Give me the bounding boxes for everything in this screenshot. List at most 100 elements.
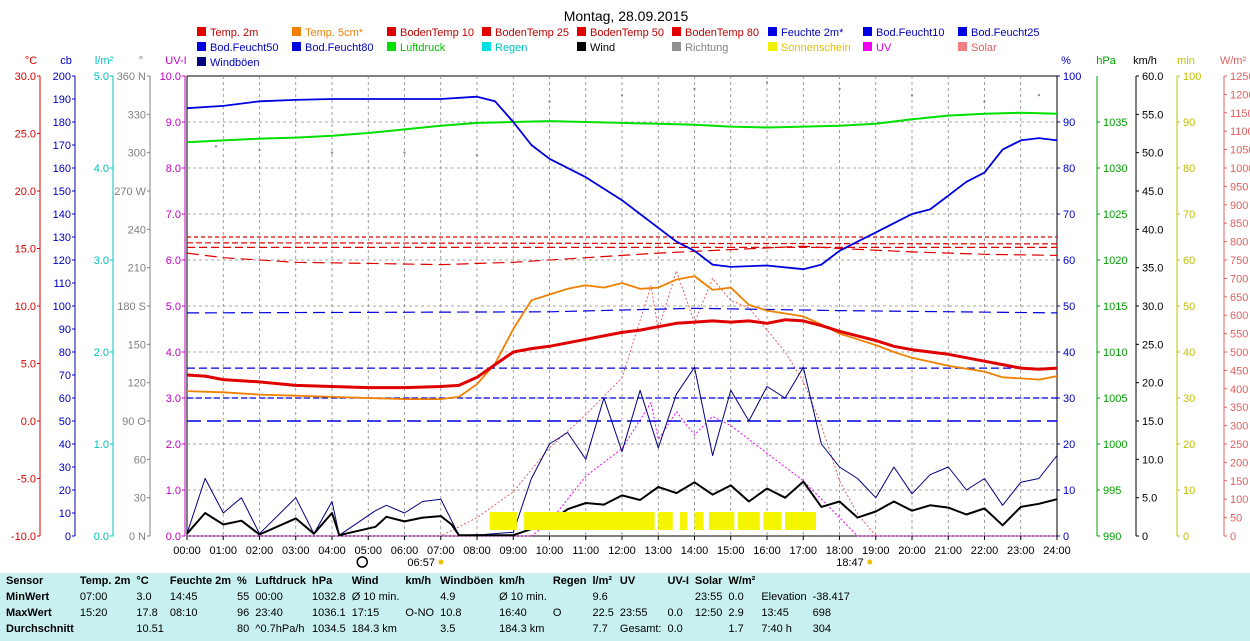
legend-item: Bod.Feucht80 <box>292 42 374 54</box>
stats-header-cell: UV-I <box>667 575 689 587</box>
axis-tick-label: 360 N <box>117 71 146 83</box>
stats-cell: 0.0 <box>667 623 683 635</box>
axis-tick-label: 1030 <box>1103 163 1127 175</box>
axis-tick-label: 30.0 <box>1142 301 1163 313</box>
sunshine-bar <box>680 512 688 530</box>
stats-header-cell: Sensor <box>6 575 44 587</box>
stats-cell: 7:40 h <box>761 623 792 635</box>
axis-tick-label: 1010 <box>1103 347 1127 359</box>
stats-header-cell: Temp. 2m <box>79 575 131 587</box>
x-tick-label: 11:00 <box>572 545 599 557</box>
stats-cell: -38.417 <box>812 591 850 603</box>
legend-label: Bod.Feucht10 <box>876 27 945 39</box>
axis-tick-label: 0 <box>1183 531 1189 543</box>
sunshine-bar <box>524 512 655 530</box>
axis-tick-label: 80 <box>1183 163 1195 175</box>
axis-tick-label: 20.0 <box>15 186 36 198</box>
x-tick-label: 21:00 <box>934 545 962 557</box>
axis-tick-label: 10.0 <box>1142 454 1163 466</box>
sunshine-bar <box>489 512 517 530</box>
axis-tick-label: 80 <box>1063 163 1075 175</box>
legend-item: Temp. 2m <box>197 27 258 39</box>
stats-cell: 15:20 <box>79 607 108 619</box>
legend-label: Regen <box>495 42 527 54</box>
axis-tick-label: 3.0 <box>94 255 109 267</box>
stats-row-label: MinWert <box>6 591 50 603</box>
axis-tick-label: 30.0 <box>15 71 36 83</box>
chart-title: Montag, 28.09.2015 <box>564 8 689 24</box>
axis-tick-label: 60.0 <box>1142 71 1163 83</box>
x-tick-label: 23:00 <box>1007 545 1035 557</box>
stats-cell <box>74 621 131 637</box>
stats-cell: 4.9 <box>440 591 456 603</box>
legend-swatch <box>577 42 586 51</box>
axis-tick-label: 35.0 <box>1142 263 1163 275</box>
x-tick-label: 04:00 <box>318 545 346 557</box>
axis-unit: min <box>1177 55 1195 67</box>
data-point <box>403 151 406 154</box>
stats-row-label: MaxWert <box>6 607 52 619</box>
legend-swatch <box>577 27 586 36</box>
axis-6: hPa 1035 1030 1025 1020 1015 1010 1005 1000 995 99… <box>1096 55 1127 543</box>
axis-tick-label: 55.0 <box>1142 109 1163 121</box>
axis-tick-label: 10.0 <box>15 301 36 313</box>
x-tick-label: 10:00 <box>536 545 564 557</box>
axis-tick-label: 140 <box>53 209 71 221</box>
axis-tick-label: 120 <box>53 255 71 267</box>
legend-label: Bod.Feucht50 <box>210 42 279 54</box>
axis-tick-label: 25.0 <box>15 129 36 141</box>
stats-header-cell: °C <box>136 575 149 587</box>
legend-label: Temp. 2m <box>210 27 258 39</box>
axis-tick-label: 200 <box>1230 457 1248 469</box>
x-tick-label: 02:00 <box>246 545 274 557</box>
legend-label: Sonnenschein <box>781 42 851 54</box>
stats-header-cell: Windböen <box>440 575 494 587</box>
axis-tick-label: 10 <box>1063 485 1075 497</box>
axis-tick-label: 150 <box>128 339 146 351</box>
axis-tick-label: 1100 <box>1230 126 1250 138</box>
legend-item: BodenTemp 25 <box>482 27 569 39</box>
stats-cell: 07:00 <box>79 591 108 603</box>
axis-tick-label: 20.0 <box>1142 378 1163 390</box>
legend-item: BodenTemp 80 <box>672 27 759 39</box>
x-tick-label: 22:00 <box>971 545 999 557</box>
axis-unit: hPa <box>1096 55 1116 67</box>
axis-tick-label: 200 <box>53 71 71 83</box>
axis-tick-label: 10 <box>1183 485 1195 497</box>
axis-tick-label: 90 <box>1183 117 1195 129</box>
sunshine-bar <box>738 512 760 530</box>
series-line-bodentemp-10 <box>186 245 1058 266</box>
axis-0: °C 30.0 25.0 20.0 15.0 10.0 5.0 0.0 -5.0 -10.0 <box>11 55 41 543</box>
stats-cell: 698 <box>812 607 831 619</box>
stats-cell: 14:45 <box>169 591 198 603</box>
axis-4: UV-I 10.0 9.0 8.0 7.0 6.0 5.0 4.0 3.0 2.0 1.0 0.0 <box>160 55 187 543</box>
stats-cell: 10.51 <box>136 623 164 635</box>
axis-tick-label: 40 <box>59 439 71 451</box>
axis-tick-label: 4.0 <box>94 163 109 175</box>
stats-cell: 00:00 <box>255 591 283 603</box>
x-tick-label: 17:00 <box>789 545 817 557</box>
legend-item: Bod.Feucht10 <box>863 27 945 39</box>
x-tick-label: 24:00 <box>1043 545 1071 557</box>
stats-cell: 304 <box>812 623 831 635</box>
stats-cell <box>399 621 434 637</box>
stats-cell: Gesamt: <box>619 623 662 635</box>
stats-cell: 16:40 <box>499 607 527 619</box>
stats-cell: 23:55 <box>619 607 648 619</box>
axis-tick-label: 250 <box>1230 439 1248 451</box>
axis-tick-label: 190 <box>53 94 71 106</box>
x-tick-label: 07:00 <box>427 545 455 557</box>
sunshine-bar <box>763 512 782 530</box>
legend: Temp. 2m Temp. 5cm* BodenTemp 10 BodenTemp … <box>197 27 1040 69</box>
axis-tick-label: 1015 <box>1103 301 1127 313</box>
legend-label: Wind <box>590 42 615 54</box>
axis-tick-label: 180 <box>53 117 71 129</box>
data-point <box>330 151 334 154</box>
stats-header-cell: UV <box>619 575 636 587</box>
stats-cell <box>399 589 434 605</box>
axis-tick-label: 130 <box>53 232 71 244</box>
sun-marker-icon <box>438 559 444 565</box>
axis-tick-label: 0 <box>1063 531 1069 543</box>
axis-tick-label: 25.0 <box>1142 339 1163 351</box>
